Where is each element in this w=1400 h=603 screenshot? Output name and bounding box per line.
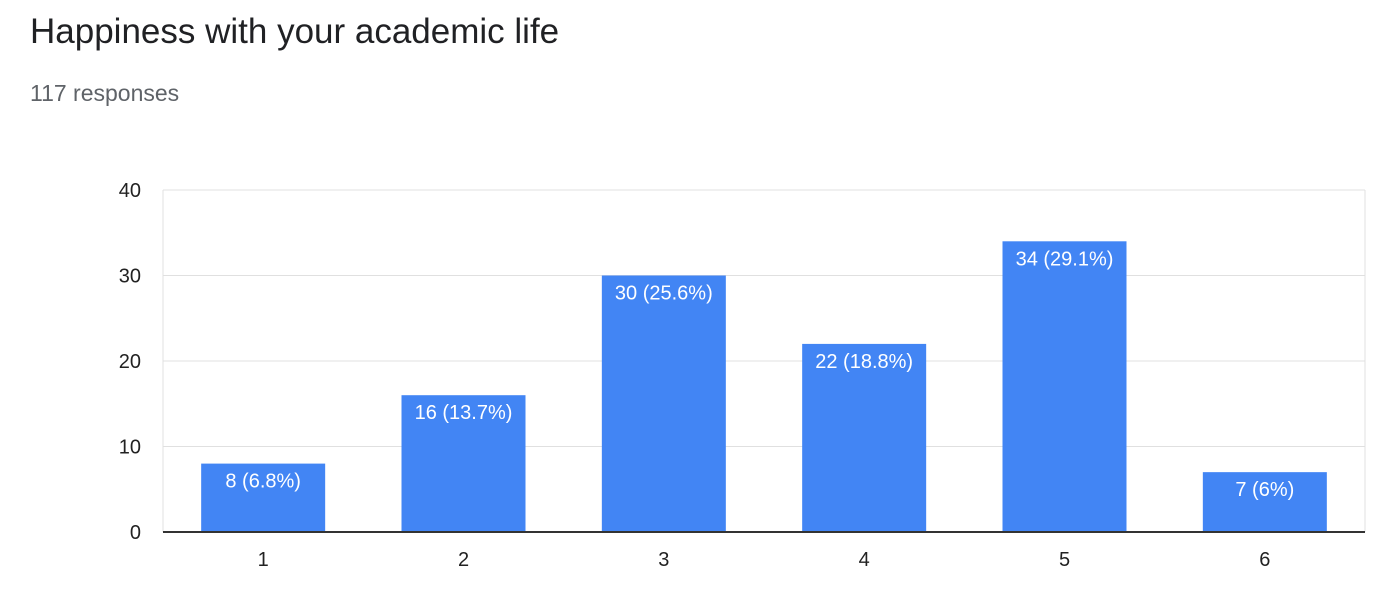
bars (201, 241, 1327, 533)
bar-value-label: 16 (13.7%) (415, 402, 513, 424)
bar[interactable] (601, 275, 726, 533)
x-tick-label: 2 (458, 549, 469, 571)
bar-value-label: 34 (29.1%) (1016, 248, 1114, 270)
x-tick-label: 4 (859, 549, 870, 571)
bar[interactable] (401, 395, 526, 532)
bar-value-label: 30 (25.6%) (615, 283, 713, 305)
bar[interactable] (1202, 472, 1327, 532)
y-tick-label: 10 (119, 437, 141, 459)
x-tick-label: 1 (258, 549, 269, 571)
bar-labels: 8 (6.8%) 16 (13.7%) 30 (25.6%) 22 (18.8%) 34… (225, 248, 1294, 501)
bar[interactable] (201, 463, 326, 532)
x-tick-label: 6 (1259, 549, 1270, 571)
axes: 0 10 20 30 40 1 2 3 4 5 6 (119, 180, 1365, 571)
chart-title: Happiness with your academic life (30, 12, 560, 51)
bar-value-label: 7 (6%) (1235, 479, 1294, 501)
bar-value-label: 8 (6.8%) (225, 471, 301, 493)
bar[interactable] (1002, 241, 1127, 533)
y-tick-label: 40 (119, 180, 141, 202)
x-tick-label: 3 (658, 549, 669, 571)
response-count: 117 responses (30, 80, 180, 106)
y-tick-label: 30 (119, 266, 141, 288)
grid-lines (162, 189, 1366, 532)
bar-value-label: 22 (18.8%) (815, 351, 913, 373)
y-tick-label: 0 (130, 522, 141, 544)
x-tick-label: 5 (1059, 549, 1070, 571)
bar[interactable] (802, 343, 927, 532)
y-tick-label: 20 (119, 351, 141, 373)
